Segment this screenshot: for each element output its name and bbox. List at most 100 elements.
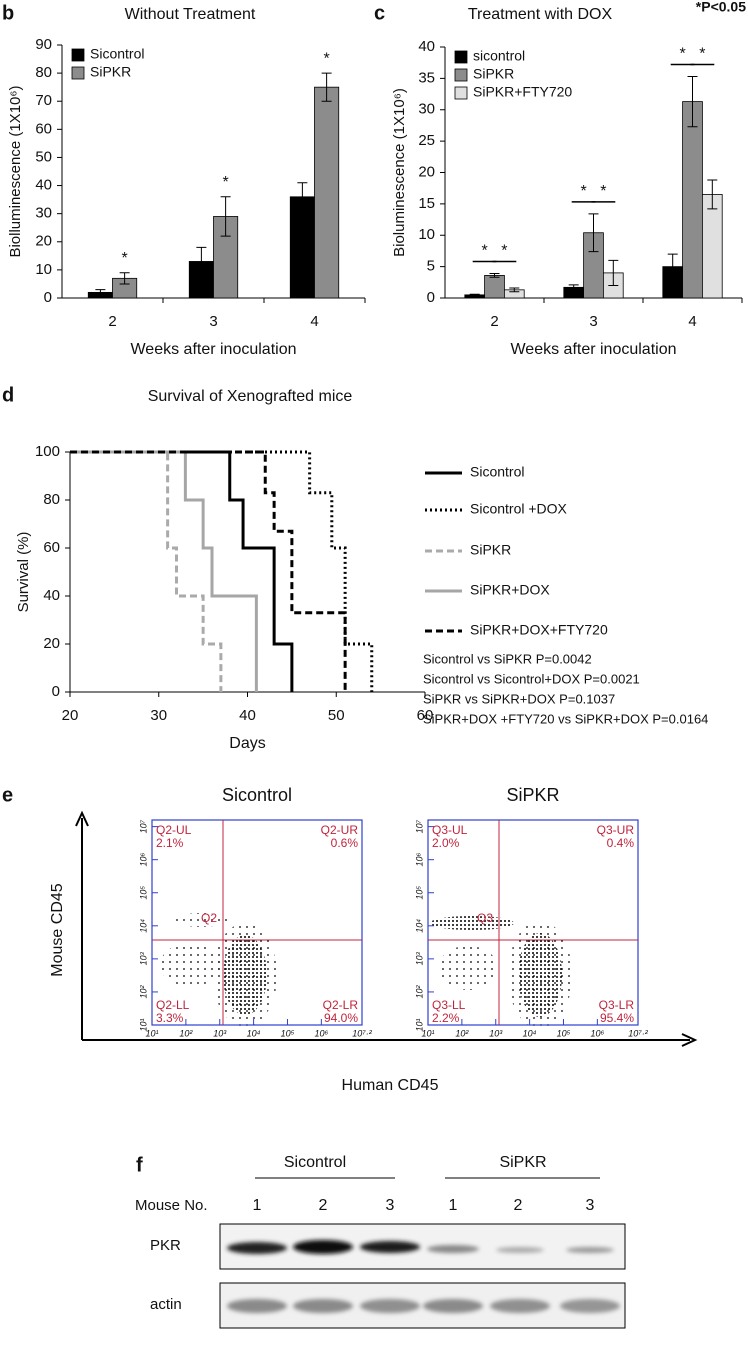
panel-label: c <box>374 2 385 24</box>
x-axis-label: Human CD45 <box>342 1077 439 1094</box>
y-tick-label: 80 <box>35 64 52 81</box>
y-tick-label: 0 <box>52 683 60 700</box>
error-bar <box>297 182 308 212</box>
y-tick-label: 10¹ <box>414 1018 424 1031</box>
quadrant-percent: 94.0% <box>324 1011 358 1025</box>
x-tick-label: 2 <box>108 313 116 330</box>
x-axis-label: Days <box>229 735 265 752</box>
y-tick-label: 100 <box>35 443 60 460</box>
chart-title: Survival of Xenografted mice <box>148 388 353 405</box>
bands <box>227 1240 620 1313</box>
y-tick-label: 40 <box>35 177 52 194</box>
y-tick-label: 30 <box>35 205 52 222</box>
quadrant-name: Q2-LR <box>323 998 359 1012</box>
blot-strip <box>219 1223 626 1270</box>
y-tick-label: 10⁴ <box>138 919 148 933</box>
y-tick-label: 20 <box>418 163 435 180</box>
band <box>560 1299 620 1313</box>
quadrant-percent: 95.4% <box>600 1011 634 1025</box>
y-tick-label: 10⁷ <box>138 819 148 833</box>
x-tick-label: 10⁶ <box>314 1028 328 1038</box>
y-tick-label: 10² <box>414 984 424 998</box>
y-tick-label: 10⁶ <box>414 853 424 867</box>
group-label: Sicontrol <box>284 1154 346 1171</box>
y-tick-label: 30 <box>418 101 435 118</box>
lane-label: 2 <box>514 1197 523 1214</box>
arrow-head <box>681 1033 698 1047</box>
significance-mark: * <box>580 183 586 200</box>
error-bar <box>321 72 332 102</box>
error-bar <box>707 179 718 210</box>
x-tick-label: 4 <box>310 313 318 330</box>
band <box>227 1299 287 1313</box>
error-bar <box>687 75 698 128</box>
quadrant-name: Q3-LL <box>432 998 466 1012</box>
quadrant-percent: 2.0% <box>432 836 460 850</box>
band <box>566 1247 614 1253</box>
y-tick-label: 40 <box>43 587 60 604</box>
band <box>293 1240 353 1254</box>
bar <box>289 196 315 299</box>
error-bar <box>509 287 520 293</box>
y-tick-label: 90 <box>35 36 52 53</box>
y-tick-label: 10⁶ <box>138 853 148 867</box>
y-tick-label: 10 <box>418 226 435 243</box>
legend-swatch <box>454 86 468 100</box>
survival-line <box>70 450 347 692</box>
x-tick-label: 10³ <box>489 1028 503 1038</box>
legend-label: Sicontrol +DOX <box>470 501 568 517</box>
y-tick-label: 60 <box>43 539 60 556</box>
error-bar <box>220 196 231 237</box>
x-tick-label: 3 <box>209 313 217 330</box>
x-tick-label: 4 <box>688 313 696 330</box>
y-tick-label: 10¹ <box>138 1018 148 1031</box>
error-bar <box>469 293 480 296</box>
error-bar <box>95 289 106 296</box>
bar <box>702 194 723 299</box>
panel-label: f <box>136 1154 143 1176</box>
legend-label: SiPKR+DOX+FTY720 <box>470 622 608 638</box>
p-value: Sicontrol vs SiPKR P=0.0042 <box>423 651 592 666</box>
bar <box>484 275 505 299</box>
cell-cloud <box>438 946 498 990</box>
gate-label: Q3 <box>477 911 493 925</box>
x-tick-label: 10⁷·² <box>628 1028 648 1038</box>
quadrant-percent: 2.2% <box>432 1011 460 1025</box>
x-tick-label: 60 <box>417 707 434 724</box>
x-tick-label: 50 <box>328 707 345 724</box>
note: *P<0.05 <box>696 0 746 15</box>
survival-line <box>70 450 294 692</box>
significance-mark: * <box>324 50 330 67</box>
x-tick-label: 10⁵ <box>557 1028 571 1038</box>
y-axis-label: Survival (%) <box>15 532 32 613</box>
p-value: SiPKR+DOX +FTY720 vs SiPKR+DOX P=0.0164 <box>423 711 708 726</box>
x-tick-label: 10¹ <box>145 1028 158 1038</box>
x-tick-label: 10³ <box>213 1028 227 1038</box>
y-tick-label: 20 <box>43 635 60 652</box>
lane-label: 2 <box>319 1197 328 1214</box>
y-tick-label: 0 <box>427 289 435 306</box>
plot-frame <box>427 819 639 1026</box>
significance-mark: * <box>223 174 229 191</box>
y-tick-label: 10² <box>138 984 148 998</box>
x-tick-label: 10⁶ <box>590 1028 604 1038</box>
y-axis-label: Mouse CD45 <box>49 883 66 976</box>
x-tick-label: 10² <box>455 1028 469 1038</box>
band <box>360 1299 420 1313</box>
p-value: SiPKR vs SiPKR+DOX P=0.1037 <box>423 691 615 706</box>
band <box>496 1247 544 1253</box>
cell-cloud <box>430 916 514 930</box>
chart-title: Without Treatment <box>125 6 256 23</box>
flow-layout <box>75 810 698 1047</box>
panel-label: e <box>2 784 13 806</box>
error-bar <box>667 253 678 280</box>
x-tick-label: 10⁵ <box>281 1028 295 1038</box>
quadrant-name: Q2-UR <box>321 823 359 837</box>
legend-label: Sicontrol <box>470 464 524 480</box>
band <box>490 1299 550 1313</box>
error-bar <box>568 284 579 291</box>
band <box>423 1299 483 1313</box>
significance-mark: * <box>122 250 128 267</box>
legend-swatch <box>71 66 85 80</box>
x-tick-label: 10⁴ <box>247 1028 261 1038</box>
